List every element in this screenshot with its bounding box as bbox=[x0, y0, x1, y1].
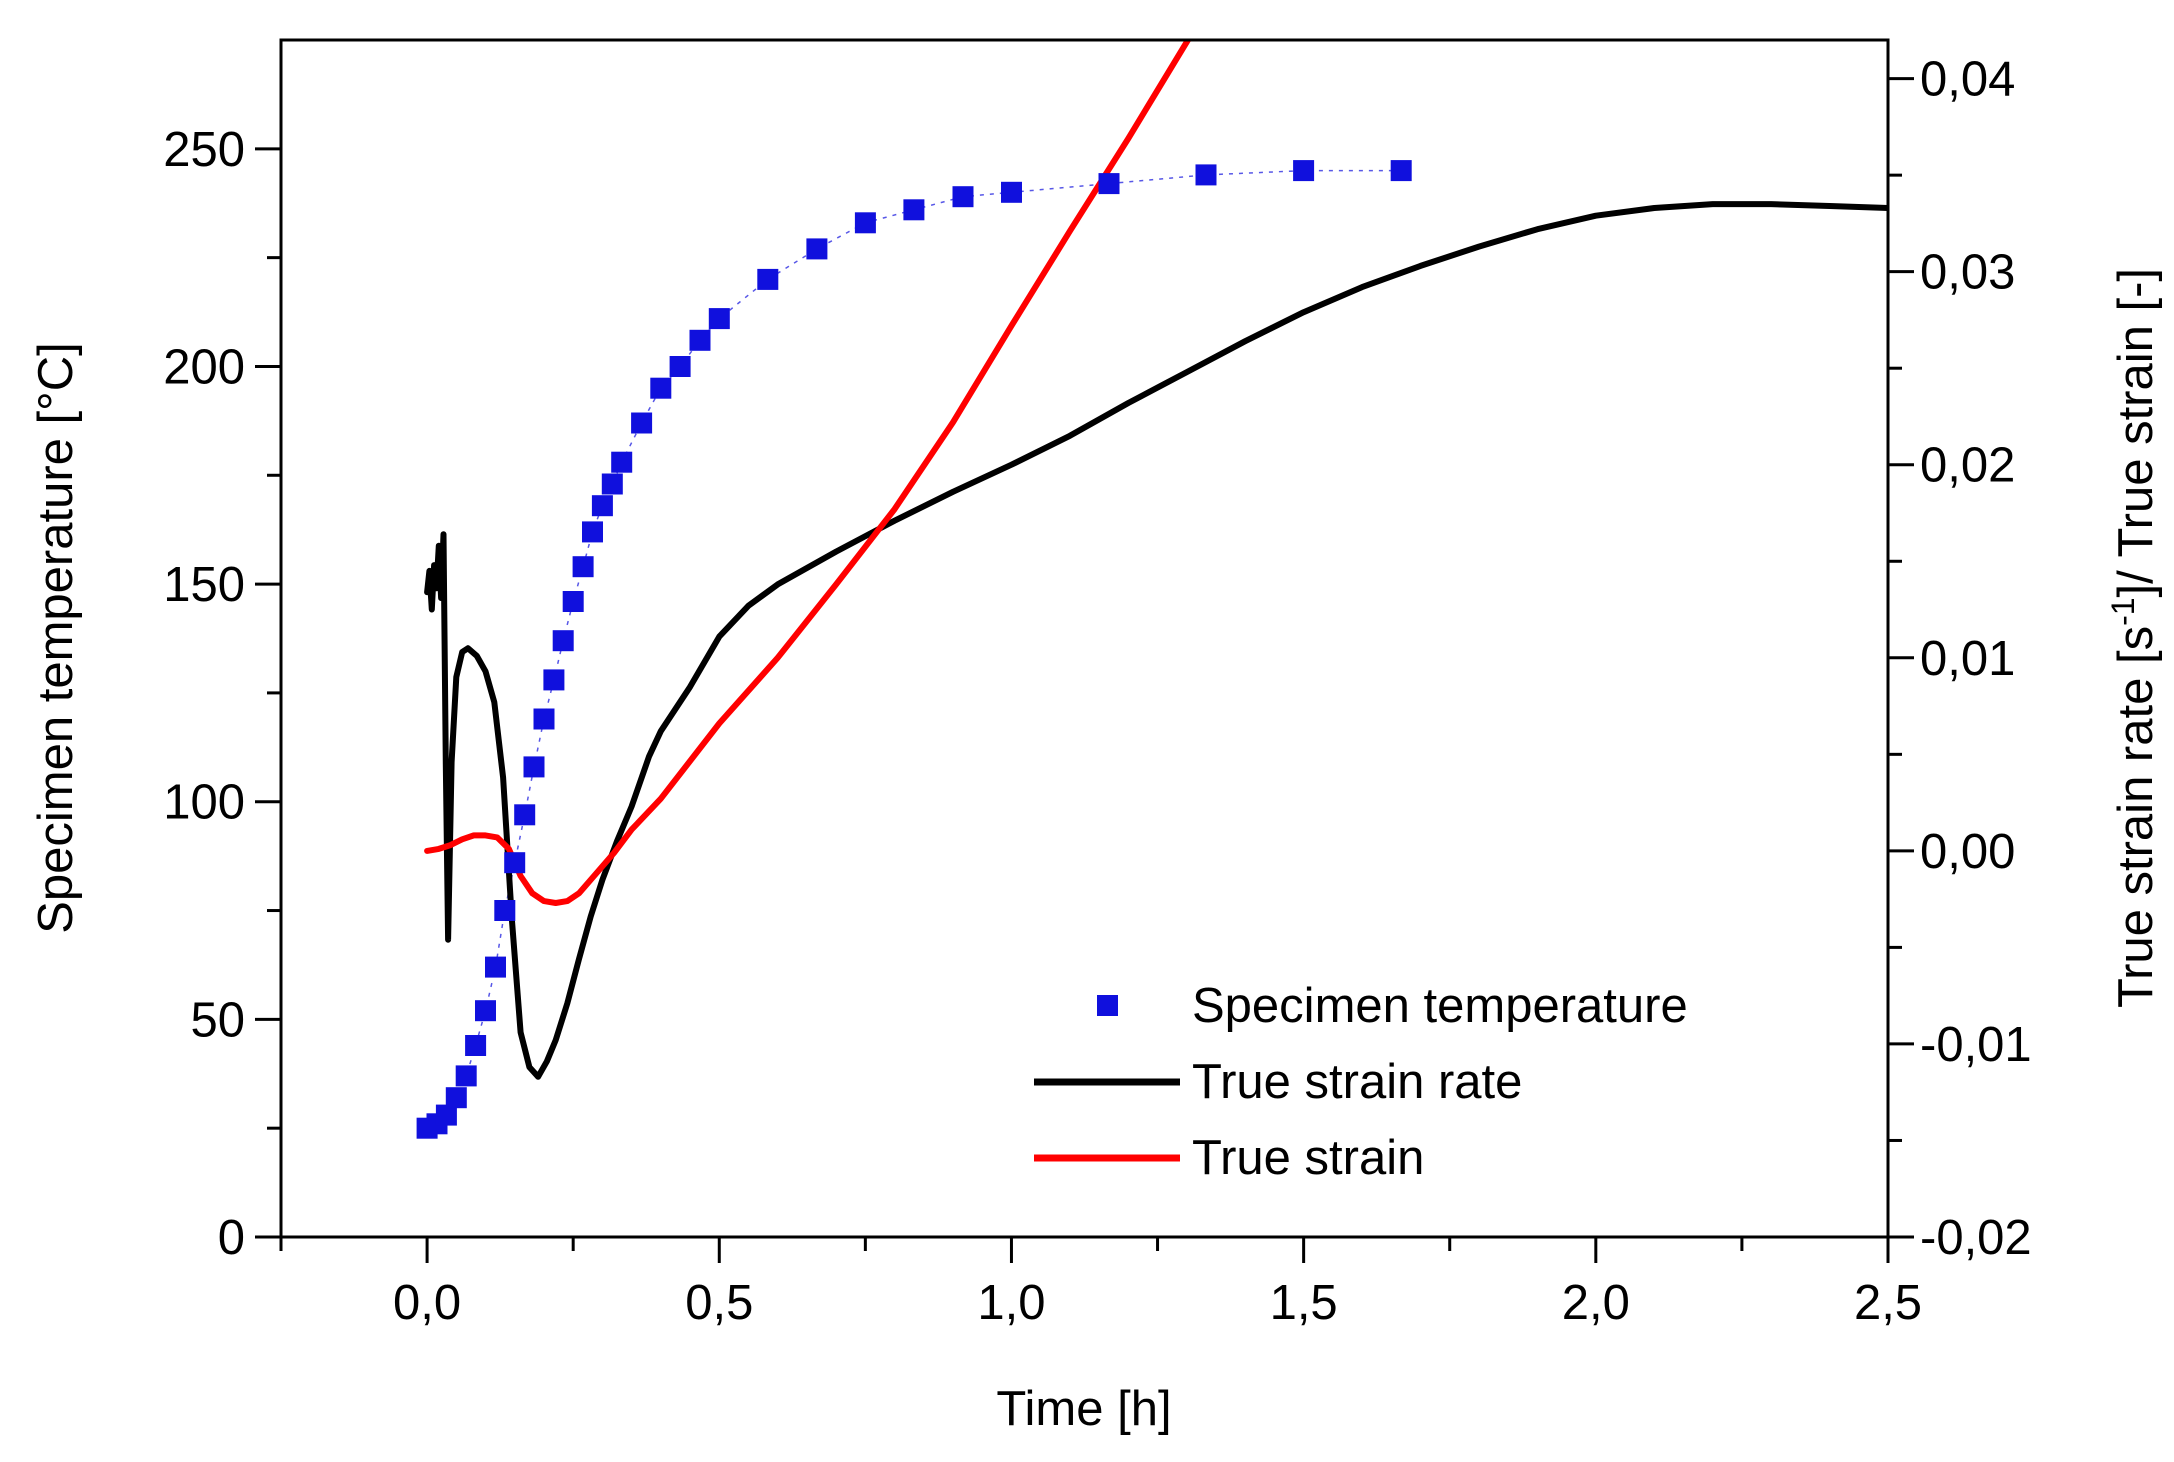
legend-label-temperature: Specimen temperature bbox=[1192, 979, 1688, 1033]
temperature-point bbox=[504, 852, 526, 874]
temperature-point bbox=[485, 956, 506, 978]
y-left-tick-label: 50 bbox=[190, 993, 245, 1047]
y-left-tick-label: 150 bbox=[163, 558, 245, 612]
y-right-axis-title-part2: ]/ True strain [-] bbox=[2109, 268, 2163, 597]
tick-labels: 0,0 0,5 1,0 1,5 2,0 2,5 0 50 100 150 200 250 -0,02 -0… bbox=[163, 53, 2031, 1330]
temperature-point bbox=[455, 1065, 477, 1087]
temperature-point bbox=[669, 356, 691, 377]
y-left-tick-label: 100 bbox=[163, 776, 245, 830]
temperature-point bbox=[1293, 160, 1315, 182]
y-left-axis-title: Specimen temperature [°C] bbox=[29, 342, 83, 934]
x-tick-label: 2,5 bbox=[1854, 1276, 1922, 1330]
y-right-tick-label: 0,04 bbox=[1920, 53, 2015, 107]
y-left-tick-label: 200 bbox=[163, 340, 245, 394]
y-right-tick-label: -0,01 bbox=[1920, 1018, 2032, 1072]
temperature-point bbox=[445, 1087, 467, 1109]
temperature-point bbox=[494, 900, 516, 921]
temperature-point bbox=[611, 451, 633, 473]
temperature-point bbox=[854, 212, 876, 234]
temperature-point bbox=[650, 377, 672, 399]
temperature-point bbox=[952, 186, 974, 208]
y-left-tick-label: 250 bbox=[163, 123, 245, 177]
x-axis-title: Time [h] bbox=[996, 1382, 1171, 1436]
temperature-point bbox=[591, 495, 613, 517]
plot-frame bbox=[279, 38, 1890, 1239]
x-tick-label: 0,0 bbox=[393, 1276, 461, 1330]
temperature-point bbox=[601, 473, 623, 495]
temperature-point bbox=[806, 238, 828, 260]
legend-label-strain-rate: True strain rate bbox=[1192, 1055, 1522, 1109]
legend-label-strain: True strain bbox=[1192, 1131, 1424, 1185]
temperature-point bbox=[435, 1104, 457, 1126]
y-right-tick-label: 0,03 bbox=[1920, 246, 2015, 300]
temperature-point bbox=[552, 630, 574, 652]
temperature-point bbox=[1001, 181, 1022, 203]
y-right-tick-label: 0,01 bbox=[1920, 632, 2015, 686]
y-left-tick-label: 0 bbox=[218, 1211, 245, 1265]
series-line-true-strain-rate bbox=[424, 201, 1888, 1080]
temperature-point bbox=[543, 669, 565, 691]
temperature-point bbox=[582, 521, 603, 543]
temperature-point bbox=[523, 756, 545, 778]
x-tick-label: 0,5 bbox=[685, 1276, 753, 1330]
temperature-point bbox=[1390, 160, 1412, 182]
x-tick-label: 2,0 bbox=[1562, 1276, 1630, 1330]
temperature-point bbox=[1098, 173, 1120, 195]
series-layer bbox=[416, 40, 1888, 1139]
temperature-point bbox=[903, 199, 925, 221]
y-right-tick-label: 0,02 bbox=[1920, 439, 2015, 493]
y-right-axis-title-part1: True strain rate [s bbox=[2109, 626, 2163, 1008]
legend-marker-temperature bbox=[1097, 995, 1118, 1016]
tick-marks bbox=[255, 77, 1914, 1263]
temperature-point bbox=[533, 708, 555, 730]
y-right-axis-title-superscript: -1 bbox=[2105, 597, 2141, 625]
series-line-true-strain bbox=[424, 40, 1192, 906]
temperature-point bbox=[465, 1035, 487, 1056]
x-tick-label: 1,5 bbox=[1270, 1276, 1338, 1330]
temperature-point bbox=[1195, 164, 1217, 186]
temperature-point bbox=[708, 308, 730, 330]
temperature-point bbox=[562, 591, 584, 612]
x-tick-label: 1,0 bbox=[977, 1276, 1045, 1330]
legend: Specimen temperature True strain rate Tr… bbox=[1034, 979, 1688, 1185]
temperature-point bbox=[631, 412, 653, 434]
temperature-point bbox=[475, 1000, 496, 1022]
y-right-axis-title: True strain rate [s-1]/ True strain [-] bbox=[2105, 268, 2163, 1008]
temperature-point bbox=[757, 268, 779, 290]
temperature-point bbox=[689, 329, 711, 351]
temperature-point bbox=[514, 804, 536, 826]
y-right-tick-label: -0,02 bbox=[1920, 1211, 2032, 1265]
y-right-tick-label: 0,00 bbox=[1920, 825, 2015, 879]
temperature-point bbox=[572, 556, 594, 578]
